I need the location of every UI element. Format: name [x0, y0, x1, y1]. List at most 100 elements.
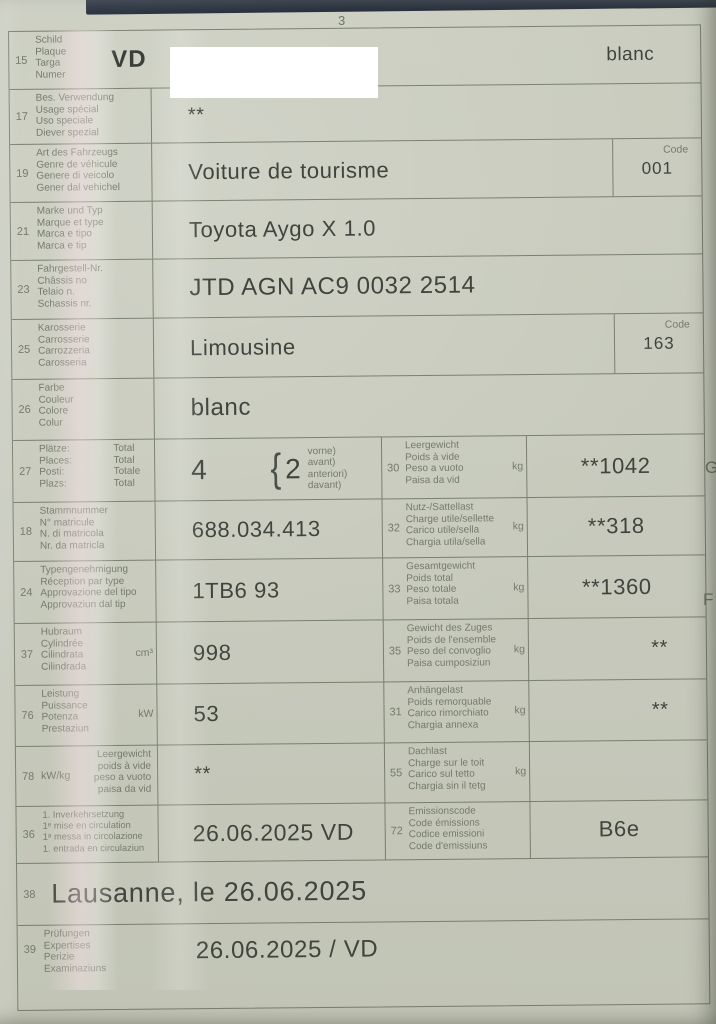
field-value: 1TB6 93: [156, 558, 384, 622]
field-number: 24: [20, 586, 33, 599]
field-labels: Prüfungen Expertises Perizie Examinaziun…: [42, 925, 161, 1010]
row-78-power-weight-55-roof-load: 78 kW/kg Leergewicht poids à vide peso a…: [15, 739, 708, 806]
row-38-place-date: 38 Lausanne, le 26.06.2025: [16, 856, 709, 925]
field-labels: Leistung Puissance Potenza Prestaziun kW: [39, 684, 158, 746]
row-19-vehicle-type: 19 Art des Fahrzeugs Genre de véhicule G…: [10, 137, 702, 202]
field-value: **: [157, 743, 386, 805]
field-number: 78: [21, 770, 35, 783]
code-value: 001: [641, 158, 674, 178]
issue-place-date: Lausanne, le 26.06.2025: [51, 875, 368, 909]
field-number: 30: [387, 461, 400, 474]
field-number: 36: [22, 828, 35, 841]
label-line: Carosseria: [38, 357, 87, 369]
field-number: 27: [19, 465, 32, 478]
brace-glyph: {: [269, 446, 282, 491]
field-labels: Nutz-/Sattellast Charge utile/sellette C…: [404, 498, 529, 558]
label-line: davant): [307, 479, 342, 492]
field-number: 37: [20, 648, 34, 661]
code-value: 163: [643, 333, 675, 353]
label-line: Diever spezial: [35, 126, 99, 139]
field-labels: Typengenehmigung Réception par type Appr…: [38, 560, 157, 623]
field-labels: Plätze: Places: Posti: Plazs: Total Tota…: [36, 439, 156, 502]
label-line: Total: [113, 442, 135, 455]
label-line: Chargia sin il tetg: [408, 780, 486, 792]
label-line: Colur: [38, 417, 63, 429]
field-labels: Emissionscode Code émissions Codice emis…: [407, 802, 531, 860]
field-value: 53: [157, 682, 385, 745]
label-line: Gener dal vehichel: [36, 181, 120, 194]
field-number: 31: [389, 706, 402, 719]
label-line: Code d'emissiuns: [408, 840, 488, 852]
document-cover-edge: [85, 0, 716, 15]
field-number: 17: [15, 110, 29, 123]
label-line: Leergewicht: [96, 748, 152, 761]
label-line: Cilindrada: [41, 661, 87, 673]
label-line: avant): [307, 456, 336, 469]
field-number: 76: [21, 709, 34, 722]
field-value: **: [651, 698, 669, 721]
field-labels: Dachlast Charge sur le toit Carico sul t…: [406, 742, 531, 803]
row-24-type-approval-33-total-weight: 24 Typengenehmigung Réception par type A…: [14, 554, 706, 623]
field-number: 15: [15, 54, 28, 67]
code-box: Code 001: [612, 138, 702, 197]
field-value: 998: [156, 620, 385, 684]
field-labels: kW/kg Leergewicht poids à vide peso a vu…: [39, 745, 159, 806]
unit-label: kg: [514, 764, 527, 777]
unit-label: cm³: [135, 646, 154, 659]
seats-front: 2: [284, 452, 301, 484]
field-number: 55: [389, 766, 403, 779]
field-labels: Leergewicht Poids à vide Peso a vuoto Pa…: [403, 436, 528, 499]
label-line: 1ᵃ messa in circolazione: [42, 831, 143, 843]
field-number: 39: [23, 943, 37, 956]
field-labels: Stammnummer N° matricule N. di matricola…: [37, 501, 157, 561]
label-line: Schassis nr.: [37, 297, 92, 310]
label-line: Plaque: [35, 46, 67, 58]
unit-label: kg: [513, 580, 525, 593]
field-labels: Marke und Typ Marque et type Marca e tip…: [34, 201, 154, 260]
field-number: 18: [19, 525, 32, 538]
field-value: **318: [587, 512, 645, 539]
field-labels: Anhängelast Poids remorquable Carico rim…: [406, 681, 530, 743]
unit-label: kg: [514, 704, 526, 717]
unit-prefix: kW/kg: [41, 769, 71, 782]
field-value: **1360: [581, 573, 652, 600]
label-line: Marca e tip: [37, 240, 87, 252]
field-number: 19: [16, 167, 29, 180]
redaction-box: [170, 47, 378, 98]
registration-table: 15 Schild Plaque Targa Numer VD blanc 17…: [8, 24, 711, 1011]
label-line: Chargia annexa: [407, 719, 479, 731]
front-labels: vorne) avant) anteriori) davant): [308, 445, 348, 491]
field-number: 25: [17, 343, 31, 356]
edge-letter-f: F: [703, 590, 714, 609]
label-line: Approvazione del tipo: [40, 586, 137, 599]
label-line: Nr. da matricla: [39, 539, 105, 552]
field-value: JTD AGN AC9 0032 2514: [189, 271, 476, 302]
field-number: 33: [388, 582, 401, 595]
field-number: 35: [388, 644, 402, 657]
label-line: Paisa totala: [406, 595, 459, 607]
label-line: anteriori): [307, 468, 348, 480]
row-21-make-type: 21 Marke und Typ Marque et type Marca e …: [10, 195, 703, 260]
row-37-displacement-35-train-weight: 37 Hubraum Cylindrée Cilindrata Cilindra…: [14, 616, 707, 685]
field-number: 38: [23, 888, 36, 901]
label-line: Total: [113, 454, 135, 466]
edge-letter-g: G: [705, 458, 716, 477]
code-label: Code: [663, 143, 689, 156]
field-labels: Bes. Verwendung Usage spécial Uso specia…: [33, 88, 153, 144]
row-23-chassis-number: 23 Fahrgestell-Nr. Châssis no Telaio n. …: [11, 253, 703, 319]
field-value: 26.06.2025 VD: [158, 803, 386, 862]
field-value: 688.034.413: [155, 499, 384, 560]
seats-front-group: { 2 vorne) avant) anteriori) davant): [269, 445, 348, 491]
label-line: Paisa da vid: [405, 474, 460, 486]
field-value: [530, 740, 708, 801]
row-76-power-31-trailer-load: 76 Leistung Puissance Potenza Prestaziun…: [15, 678, 707, 746]
row-27-seats-30-empty-weight: 27 Plätze: Places: Posti: Plazs: Total T…: [12, 433, 705, 502]
field-value: 26.06.2025 / VD: [195, 935, 379, 965]
label-line: Totale: [113, 465, 141, 478]
label-line: Approvaziun dal tip: [40, 598, 126, 611]
unit-label: kW: [138, 707, 154, 720]
code-box: Code 163: [613, 313, 704, 374]
label-line: Paisa cumposiziun: [407, 657, 491, 669]
